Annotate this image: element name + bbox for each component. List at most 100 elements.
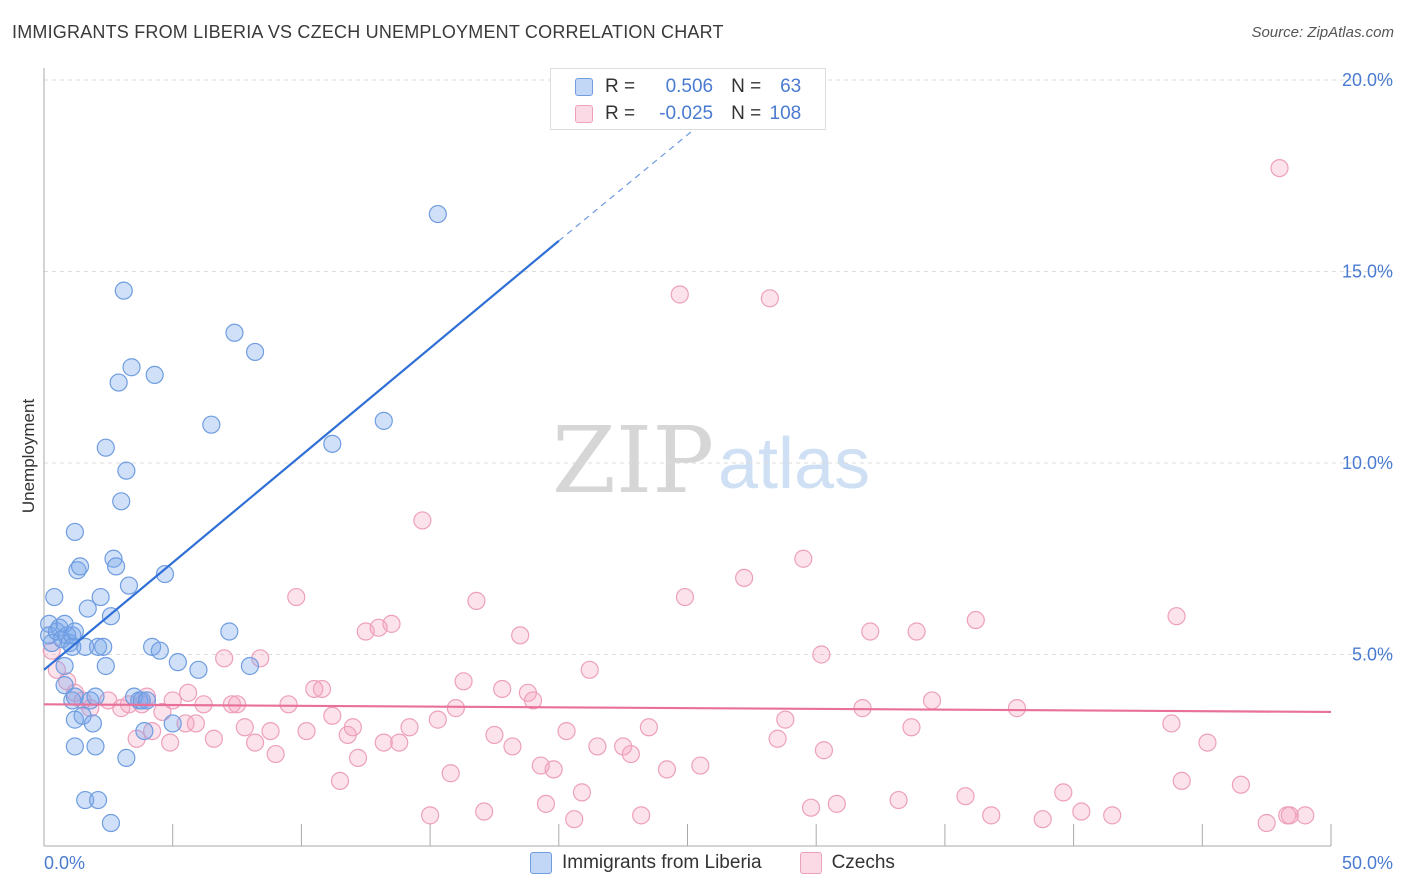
- legend-swatch-blue: [530, 852, 552, 874]
- czechs-point: [176, 714, 195, 733]
- liberia-point: [86, 737, 105, 756]
- liberia-point: [101, 813, 121, 833]
- czechs-point: [312, 679, 332, 699]
- czechs-point: [776, 710, 795, 729]
- czechs-point: [801, 798, 821, 817]
- czechs-point: [179, 683, 198, 702]
- legend-r-value: -0.025: [659, 103, 714, 124]
- czechs-point: [441, 764, 460, 783]
- legend-n-value: 63: [780, 76, 802, 97]
- czechs-point: [1198, 733, 1217, 752]
- y-tick-label: 5.0%: [1352, 645, 1393, 665]
- czechs-point: [632, 806, 651, 825]
- liberia-point: [109, 373, 128, 392]
- czechs-point: [794, 549, 813, 568]
- legend-swatch-pink: [575, 105, 593, 123]
- czechs-point: [266, 744, 285, 764]
- czechs-point: [467, 591, 486, 610]
- legend-swatch-pink: [799, 852, 822, 874]
- czechs-point: [421, 806, 440, 825]
- liberia-point: [91, 587, 110, 607]
- liberia-point: [55, 676, 74, 695]
- liberia-point: [73, 706, 92, 725]
- chart-title: IMMIGRANTS FROM LIBERIA VS CZECH UNEMPLO…: [12, 22, 724, 42]
- czechs-point: [297, 721, 316, 741]
- czechs-point: [966, 610, 985, 630]
- czechs-point: [639, 718, 658, 737]
- czechs-point: [982, 806, 1001, 825]
- watermark-atlas: atlas: [718, 424, 870, 504]
- liberia-point: [202, 415, 221, 434]
- czechs-point: [1162, 714, 1181, 733]
- czechs-point: [305, 679, 324, 699]
- y-axis-label: Unemployment: [19, 399, 38, 514]
- y-tick-label: 10.0%: [1342, 453, 1393, 473]
- liberia-point: [323, 434, 342, 453]
- legend-n-label: N =: [731, 76, 762, 97]
- data-points: [40, 158, 1315, 833]
- liberia-point: [225, 323, 244, 342]
- czechs-point: [127, 729, 146, 748]
- liberia-point: [220, 622, 239, 641]
- liberia-point: [65, 687, 84, 706]
- czechs-point: [287, 587, 306, 607]
- czechs-point: [279, 695, 298, 714]
- czechs-point: [889, 790, 908, 810]
- liberia-point: [163, 714, 182, 733]
- correlation-legend: R = 0.506 N = 63 R = -0.025 N = 108: [550, 68, 826, 130]
- legend-row-liberia: R = 0.506 N = 63: [575, 75, 801, 99]
- czechs-point: [1280, 806, 1299, 825]
- czechs-point: [330, 771, 350, 790]
- liberia-point: [119, 576, 139, 595]
- czechs-point: [691, 756, 710, 775]
- legend-label-liberia: Immigrants from Liberia: [562, 852, 762, 873]
- liberia-point: [137, 691, 157, 710]
- czechs-point: [204, 729, 223, 748]
- liberia-point: [114, 281, 133, 300]
- liberia-point: [55, 656, 74, 676]
- czechs-point: [580, 660, 599, 679]
- czechs-point: [907, 622, 926, 641]
- czechs-point: [922, 691, 942, 710]
- liberia-point: [88, 637, 108, 656]
- czechs-point: [227, 695, 247, 714]
- liberia-point: [78, 599, 97, 618]
- czechs-point: [163, 691, 182, 710]
- watermark: ZIP atlas: [552, 407, 870, 514]
- czechs-point: [565, 810, 584, 829]
- czechs-point: [1167, 607, 1186, 626]
- y-tick-label: 15.0%: [1342, 262, 1393, 282]
- czechs-point: [511, 626, 530, 645]
- czechs-point: [1172, 771, 1191, 790]
- liberia-point: [65, 622, 84, 641]
- czechs-point: [400, 718, 419, 737]
- czechs-point: [735, 568, 754, 588]
- czechs-point: [1257, 813, 1276, 833]
- czechs-point: [956, 787, 975, 806]
- legend-label-czechs: Czechs: [831, 852, 895, 873]
- x-tick-label-min: 0.0%: [44, 853, 85, 873]
- legend-r-value: 0.506: [665, 76, 714, 97]
- liberia-point: [96, 438, 115, 457]
- grid-lines: [44, 79, 1392, 655]
- liberia-point: [189, 660, 208, 679]
- liberia-point: [135, 721, 154, 741]
- czechs-point: [1270, 158, 1289, 178]
- czechs-point: [374, 733, 393, 752]
- liberia-point: [70, 557, 90, 576]
- y-tick-label: 20.0%: [1342, 70, 1393, 90]
- series-legend: Immigrants from Liberia Czechs: [530, 852, 933, 874]
- liberia-point: [374, 411, 393, 430]
- liberia-point: [42, 633, 61, 653]
- legend-item-czechs[interactable]: Czechs: [799, 852, 895, 874]
- liberia-point: [94, 637, 113, 656]
- czechs-point: [812, 645, 831, 664]
- legend-item-liberia[interactable]: Immigrants from Liberia: [530, 852, 762, 874]
- x-tick-label-max: 50.0%: [1342, 853, 1393, 873]
- czechs-point: [245, 733, 265, 752]
- czechs-point: [454, 672, 473, 691]
- czechs-point: [1033, 810, 1052, 829]
- czechs-point: [475, 802, 494, 821]
- watermark-zip: ZIP: [552, 407, 714, 514]
- czechs-point: [588, 737, 607, 756]
